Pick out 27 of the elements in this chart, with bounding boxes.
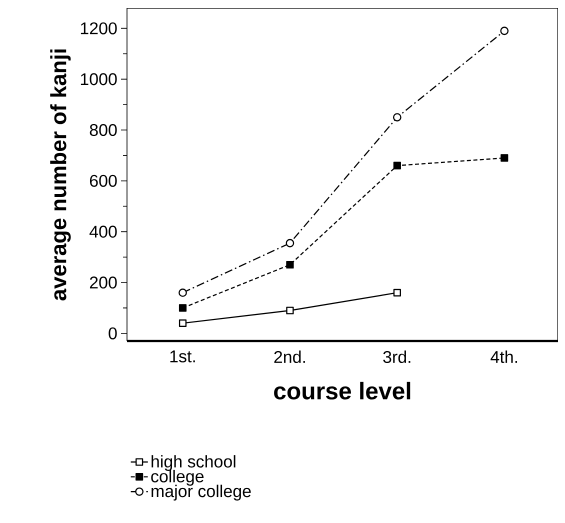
point — [178, 319, 187, 328]
y-tick-label: 1200 — [80, 22, 117, 34]
point — [178, 304, 187, 312]
y-tick-label: 600 — [90, 174, 117, 187]
y-tick-label: 400 — [89, 226, 117, 238]
point — [392, 113, 402, 122]
legend-label: college — [151, 470, 204, 486]
point — [500, 154, 508, 162]
x-tick-label: 2nd. — [274, 350, 305, 364]
x-tick-label: 1st. — [170, 350, 195, 362]
y-tick-label: 200 — [90, 276, 117, 289]
point — [286, 260, 294, 269]
point — [178, 288, 187, 297]
y-tick-label: 800 — [90, 124, 117, 136]
x-tick-label: 3rd. — [383, 350, 410, 364]
legend-label: high school — [152, 455, 236, 471]
point — [393, 288, 401, 297]
point — [286, 238, 294, 248]
x-tick-label: 4th. — [490, 350, 518, 363]
y-tick-label: 0 — [108, 327, 117, 340]
y-tick-label: 1000 — [80, 73, 117, 86]
point — [393, 162, 401, 170]
point — [286, 306, 294, 314]
x-axis-title: course level — [274, 382, 410, 400]
legend-label: major college — [152, 484, 251, 501]
point — [500, 26, 509, 36]
y-axis-title: average number of kanji — [50, 50, 71, 300]
